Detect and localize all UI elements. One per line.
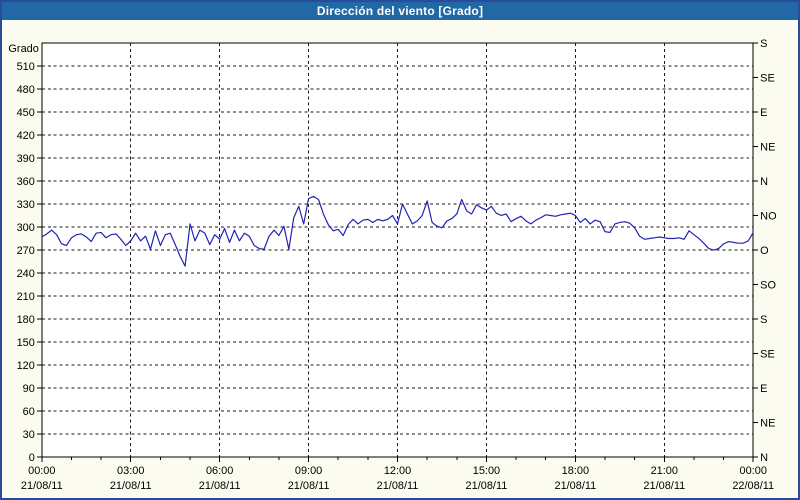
svg-text:N: N <box>760 176 768 188</box>
svg-text:360: 360 <box>17 176 35 188</box>
svg-text:O: O <box>760 245 769 257</box>
svg-text:E: E <box>760 383 767 395</box>
svg-text:SO: SO <box>760 280 776 292</box>
svg-text:480: 480 <box>17 84 35 96</box>
svg-text:150: 150 <box>17 337 35 349</box>
svg-text:00:00: 00:00 <box>28 465 55 477</box>
svg-text:06:00: 06:00 <box>206 465 233 477</box>
svg-text:22/08/11: 22/08/11 <box>732 480 774 492</box>
svg-text:E: E <box>760 107 767 119</box>
svg-text:60: 60 <box>23 406 35 418</box>
svg-text:0: 0 <box>29 452 35 464</box>
svg-text:21/08/11: 21/08/11 <box>643 480 685 492</box>
svg-text:210: 210 <box>17 291 35 303</box>
chart-title-bar: Dirección del viento [Grado] <box>2 2 798 20</box>
svg-text:120: 120 <box>17 360 35 372</box>
wind-direction-chart: 0 30 60 90 120 150 180 210 240 270 300 330 360 390 420… <box>8 38 776 492</box>
svg-text:12:00: 12:00 <box>384 465 411 477</box>
svg-text:03:00: 03:00 <box>117 465 144 477</box>
svg-text:NE: NE <box>760 418 775 430</box>
svg-text:N: N <box>760 452 768 464</box>
svg-text:21/08/11: 21/08/11 <box>377 480 419 492</box>
svg-text:90: 90 <box>23 383 35 395</box>
svg-text:21/08/11: 21/08/11 <box>21 480 63 492</box>
svg-text:21/08/11: 21/08/11 <box>110 480 152 492</box>
svg-text:240: 240 <box>17 268 35 280</box>
svg-text:390: 390 <box>17 153 35 165</box>
svg-text:180: 180 <box>17 314 35 326</box>
svg-text:15:00: 15:00 <box>473 465 500 477</box>
svg-text:21/08/11: 21/08/11 <box>466 480 508 492</box>
svg-text:21:00: 21:00 <box>651 465 678 477</box>
svg-text:18:00: 18:00 <box>562 465 589 477</box>
svg-text:330: 330 <box>17 199 35 211</box>
svg-text:21/08/11: 21/08/11 <box>199 480 241 492</box>
svg-text:Grado: Grado <box>8 43 38 55</box>
svg-text:450: 450 <box>17 107 35 119</box>
svg-text:420: 420 <box>17 130 35 142</box>
svg-text:S: S <box>760 314 767 326</box>
svg-text:S: S <box>760 38 767 50</box>
svg-text:00:00: 00:00 <box>740 465 767 477</box>
svg-text:21/08/11: 21/08/11 <box>288 480 330 492</box>
svg-text:SE: SE <box>760 72 775 84</box>
svg-text:09:00: 09:00 <box>295 465 322 477</box>
svg-text:NO: NO <box>760 210 776 222</box>
svg-text:21/08/11: 21/08/11 <box>554 480 596 492</box>
svg-text:300: 300 <box>17 222 35 234</box>
svg-text:NE: NE <box>760 141 775 153</box>
chart-title: Dirección del viento [Grado] <box>316 4 484 18</box>
svg-text:510: 510 <box>17 61 35 73</box>
chart-area: 0 30 60 90 120 150 180 210 240 270 300 330 360 390 420… <box>2 20 798 498</box>
svg-text:SE: SE <box>760 349 775 361</box>
svg-text:30: 30 <box>23 429 35 441</box>
svg-text:270: 270 <box>17 245 35 257</box>
